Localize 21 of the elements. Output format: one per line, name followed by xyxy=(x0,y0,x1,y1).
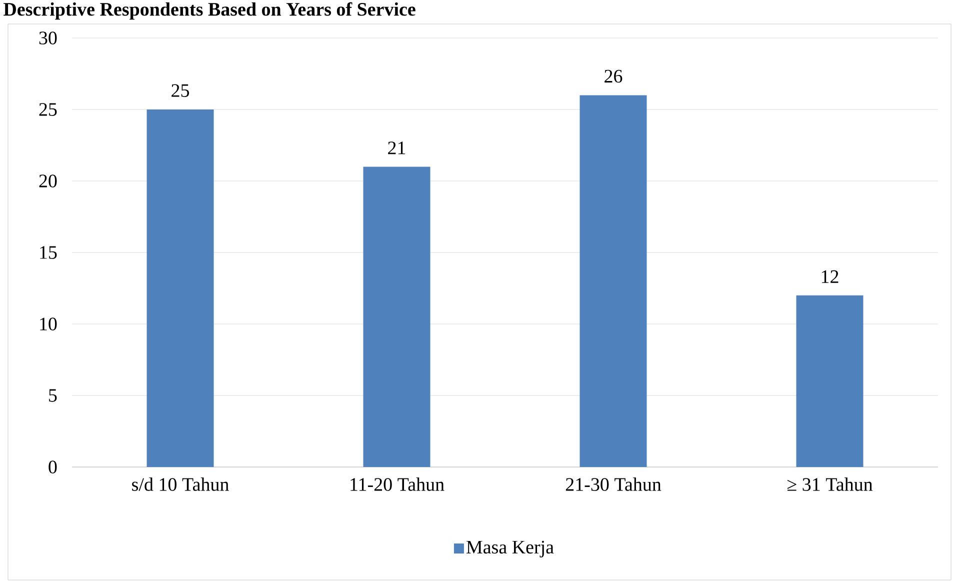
y-tick-label: 10 xyxy=(40,318,57,330)
bar xyxy=(146,110,214,467)
bar xyxy=(796,295,864,467)
bar xyxy=(580,95,647,467)
x-tick-label: ≥ 31 Tahun xyxy=(787,478,873,491)
data-label: 12 xyxy=(822,270,838,283)
data-label: 26 xyxy=(604,70,622,83)
y-tick-label: 25 xyxy=(39,103,57,116)
y-tick-label: 30 xyxy=(39,32,57,44)
legend-label: Masa Kerja xyxy=(466,540,554,558)
x-tick-label: 21-30 Tahun xyxy=(566,478,662,491)
x-tick-label: s/d 10 Tahun xyxy=(132,478,229,491)
y-tick-label: 20 xyxy=(39,174,57,188)
y-tick-label: 15 xyxy=(40,246,57,259)
chart-title: Descriptive Respondents Based on Years of Service xyxy=(4,2,416,20)
data-label: 25 xyxy=(172,84,189,97)
data-label: 21 xyxy=(388,142,406,154)
y-tick-label: 0 xyxy=(48,460,57,474)
x-tick-label: 11-20 Tahun xyxy=(350,478,444,491)
bar xyxy=(363,166,430,467)
y-tick-label: 5 xyxy=(49,389,57,402)
